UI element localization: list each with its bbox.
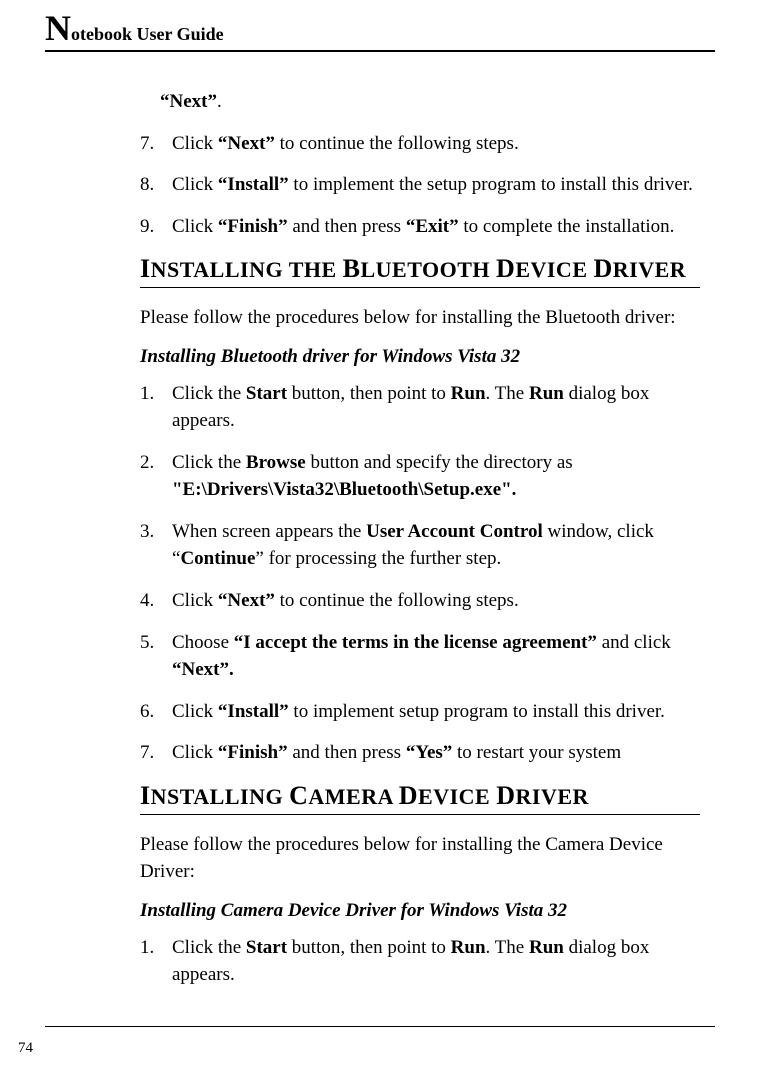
item-number: 6. — [140, 698, 172, 726]
list-item: 6. Click “Install” to implement setup pr… — [140, 698, 700, 726]
list-item: 5. Choose “I accept the terms in the lic… — [140, 629, 700, 684]
header-title: otebook User Guide — [71, 24, 224, 44]
item-number: 5. — [140, 629, 172, 684]
item-body: Click the Browse button and specify the … — [172, 449, 700, 504]
list-item: 4. Click “Next” to continue the followin… — [140, 587, 700, 615]
bluetooth-intro: Please follow the procedures below for i… — [140, 304, 700, 332]
item-body: Click the Start button, then point to Ru… — [172, 380, 700, 435]
item-body: Click “Install” to implement setup progr… — [172, 698, 700, 726]
list-item: 2. Click the Browse button and specify t… — [140, 449, 700, 504]
camera-intro: Please follow the procedures below for i… — [140, 831, 700, 886]
footer-rule — [45, 1026, 715, 1027]
cont-bold: “Next” — [160, 91, 217, 112]
item-number: 8. — [140, 171, 172, 199]
item-body: Click the Start button, then point to Ru… — [172, 934, 700, 989]
continuation-line: “Next”. — [160, 88, 700, 116]
item-body: Click “Next” to continue the following s… — [172, 130, 700, 158]
list-item: 9. Click “Finish” and then press “Exit” … — [140, 213, 700, 241]
page-content: “Next”. 7. Click “Next” to continue the … — [45, 88, 715, 989]
page-number: 74 — [18, 1040, 33, 1057]
item-number: 3. — [140, 518, 172, 573]
item-body: Click “Next” to continue the following s… — [172, 587, 700, 615]
item-body: Click “Finish” and then press “Exit” to … — [172, 213, 700, 241]
section-title-camera: INSTALLING CAMERA DEVICE DRIVER — [140, 781, 700, 815]
page-header: Notebook User Guide — [45, 0, 715, 52]
item-number: 1. — [140, 380, 172, 435]
list-item: 3. When screen appears the User Account … — [140, 518, 700, 573]
item-number: 4. — [140, 587, 172, 615]
bluetooth-subtitle: Installing Bluetooth driver for Windows … — [140, 346, 700, 368]
list-item: 1. Click the Start button, then point to… — [140, 934, 700, 989]
item-body: Click “Install” to implement the setup p… — [172, 171, 700, 199]
list-item: 7. Click “Finish” and then press “Yes” t… — [140, 739, 700, 767]
item-number: 7. — [140, 130, 172, 158]
item-number: 1. — [140, 934, 172, 989]
item-number: 2. — [140, 449, 172, 504]
item-body: When screen appears the User Account Con… — [172, 518, 700, 573]
section-title-bluetooth: INSTALLING THE BLUETOOTH DEVICE DRIVER — [140, 254, 700, 288]
item-body: Click “Finish” and then press “Yes” to r… — [172, 739, 700, 767]
item-number: 7. — [140, 739, 172, 767]
header-dropcap: N — [45, 8, 71, 48]
camera-subtitle: Installing Camera Device Driver for Wind… — [140, 900, 700, 922]
list-item: 1. Click the Start button, then point to… — [140, 380, 700, 435]
item-body: Choose “I accept the terms in the licens… — [172, 629, 700, 684]
item-number: 9. — [140, 213, 172, 241]
cont-tail: . — [217, 91, 222, 112]
list-item: 8. Click “Install” to implement the setu… — [140, 171, 700, 199]
list-item: 7. Click “Next” to continue the followin… — [140, 130, 700, 158]
